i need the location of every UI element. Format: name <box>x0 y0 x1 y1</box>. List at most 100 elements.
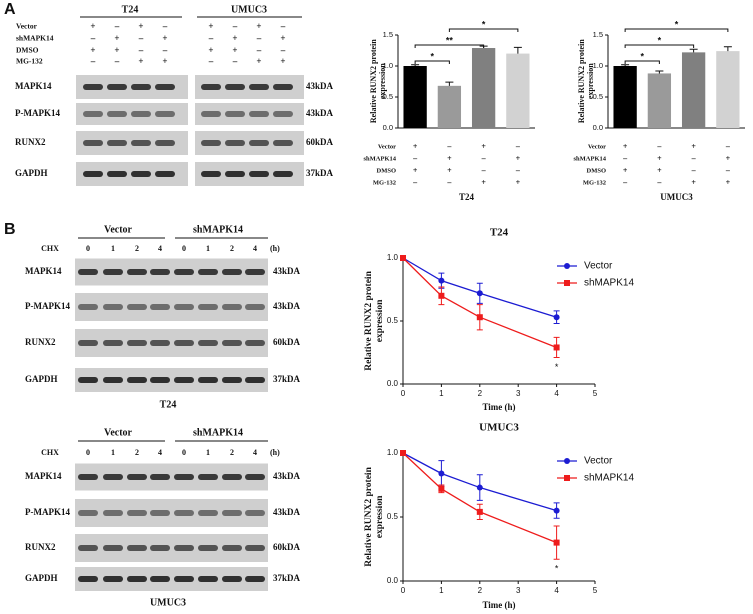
condition-sign: – <box>138 45 144 55</box>
blot-band <box>107 111 127 117</box>
condition-sign: + <box>691 142 696 151</box>
condition-sign: – <box>412 178 418 187</box>
group-label: T24 <box>122 4 139 15</box>
condition-sign: – <box>446 178 452 187</box>
error-bar <box>689 48 698 53</box>
blot-caption: UMUC3 <box>150 597 186 608</box>
bar <box>613 66 637 128</box>
unit-label: (h) <box>270 448 280 457</box>
blot-band <box>103 340 123 346</box>
blot-band <box>127 576 147 582</box>
kda-label: 43kDA <box>273 301 301 311</box>
y-tick-label: 0.0 <box>383 123 393 132</box>
condition-label: shMAPK14 <box>16 34 54 43</box>
condition-sign: – <box>280 45 286 55</box>
x-tick-label: 2 <box>478 389 483 398</box>
x-tick-label: 3 <box>516 389 521 398</box>
condition-sign: – <box>114 56 120 66</box>
condition-sign: + <box>256 21 261 31</box>
blot-band <box>198 576 218 582</box>
kda-label: 43kDA <box>306 81 334 91</box>
blot-band <box>201 111 221 117</box>
condition-sign: – <box>232 21 238 31</box>
blot-band <box>245 377 265 383</box>
blot-band <box>174 474 194 480</box>
blot-band <box>78 510 98 516</box>
marker <box>564 458 570 464</box>
condition-sign: – <box>481 166 487 175</box>
protein-label: P-MAPK14 <box>25 507 70 517</box>
error-bar <box>655 70 664 74</box>
marker <box>476 314 483 321</box>
blot-band <box>83 84 103 90</box>
protein-label: RUNX2 <box>15 137 46 147</box>
condition-sign: – <box>515 166 521 175</box>
condition-sign: – <box>622 178 628 187</box>
significance-label: * <box>640 51 644 61</box>
blot-band <box>198 474 218 480</box>
lane-label: 2 <box>135 448 139 457</box>
blot-band <box>78 474 98 480</box>
group-label: Vector <box>104 224 133 235</box>
marker <box>476 508 483 515</box>
protein-label: P-MAPK14 <box>15 108 60 118</box>
kda-label: 37kDA <box>273 573 301 583</box>
condition-sign: + <box>208 45 213 55</box>
y-tick-label: 0.5 <box>387 512 399 521</box>
condition-sign: + <box>138 56 143 66</box>
condition-label: Vector <box>588 143 606 150</box>
blot-band <box>127 304 147 310</box>
condition-label: Vector <box>16 22 38 31</box>
condition-sign: + <box>90 21 95 31</box>
blot-band <box>78 576 98 582</box>
group-label: shMAPK14 <box>193 427 243 438</box>
protein-label: GAPDH <box>25 573 58 583</box>
x-tick-label: 4 <box>554 389 559 398</box>
blot-band <box>225 171 245 177</box>
condition-sign: – <box>162 45 168 55</box>
y-tick-label: 0.5 <box>383 92 393 101</box>
condition-sign: + <box>162 56 167 66</box>
condition-sign: – <box>481 154 487 163</box>
blot-band <box>222 576 242 582</box>
marker <box>553 344 560 351</box>
y-axis-label: Relative RUNX2 protein expression <box>364 467 385 567</box>
marker <box>553 507 560 514</box>
lane-label: 2 <box>230 448 234 457</box>
condition-sign: – <box>691 154 697 163</box>
legend-label: Vector <box>584 261 613 272</box>
blot-band <box>127 510 147 516</box>
significance-label: * <box>675 19 679 29</box>
y-axis-label: Relative RUNX2 protein expression <box>364 271 385 371</box>
y-tick-label: 1.5 <box>593 30 603 39</box>
annotation: * <box>555 564 559 574</box>
x-tick-label: 5 <box>593 389 598 398</box>
blot-band <box>198 545 218 551</box>
series-line <box>402 257 557 349</box>
blot-band <box>222 545 242 551</box>
blot-band <box>273 140 293 146</box>
significance-bracket <box>624 28 729 32</box>
blot-band <box>222 269 242 275</box>
blot-band <box>78 377 98 383</box>
significance-bracket <box>448 28 519 32</box>
blot-band <box>174 340 194 346</box>
kda-label: 37kDA <box>273 374 301 384</box>
blot-band <box>131 84 151 90</box>
lane-label: 1 <box>111 448 115 457</box>
condition-sign: + <box>481 178 486 187</box>
protein-label: MAPK14 <box>25 266 62 276</box>
condition-sign: + <box>413 166 418 175</box>
x-tick-label: 0 <box>401 389 406 398</box>
blot-band <box>103 377 123 383</box>
blot-band <box>103 474 123 480</box>
condition-sign: – <box>656 178 662 187</box>
error-bar <box>723 46 732 52</box>
marker <box>476 290 483 297</box>
marker <box>400 450 406 456</box>
legend-label: Vector <box>584 456 613 467</box>
kda-label: 43kDA <box>273 266 301 276</box>
condition-sign: + <box>691 178 696 187</box>
blot-band <box>245 545 265 551</box>
blot-band <box>222 510 242 516</box>
